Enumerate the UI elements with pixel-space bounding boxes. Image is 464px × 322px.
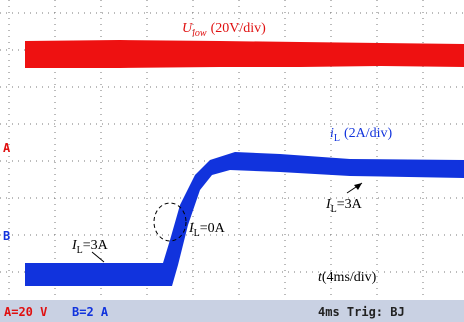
u-low-trace: [25, 40, 464, 68]
i-l-trace: [25, 152, 464, 286]
i-l-label: iL(2A/div): [330, 126, 393, 144]
arrow: [92, 252, 104, 262]
annotation: IL=0A: [188, 221, 226, 239]
time-scale-label: t(4ms/div): [318, 270, 377, 285]
channel-b-scale: B=2 A: [72, 305, 109, 319]
timebase: 4ms Trig: BJ: [318, 305, 405, 319]
scope-screen: Ulow(20V/div) iL(2A/div) IL=3A IL=0A IL=…: [0, 0, 464, 322]
channel-b-marker: B: [3, 229, 10, 243]
arrowhead: [354, 183, 362, 190]
channel-a-scale: A=20 V: [4, 305, 47, 319]
annotation: IL=3A: [325, 197, 363, 215]
annotation: IL=3A: [71, 238, 109, 256]
channel-a-marker: A: [3, 141, 11, 155]
u-low-label: Ulow(20V/div): [182, 21, 266, 39]
